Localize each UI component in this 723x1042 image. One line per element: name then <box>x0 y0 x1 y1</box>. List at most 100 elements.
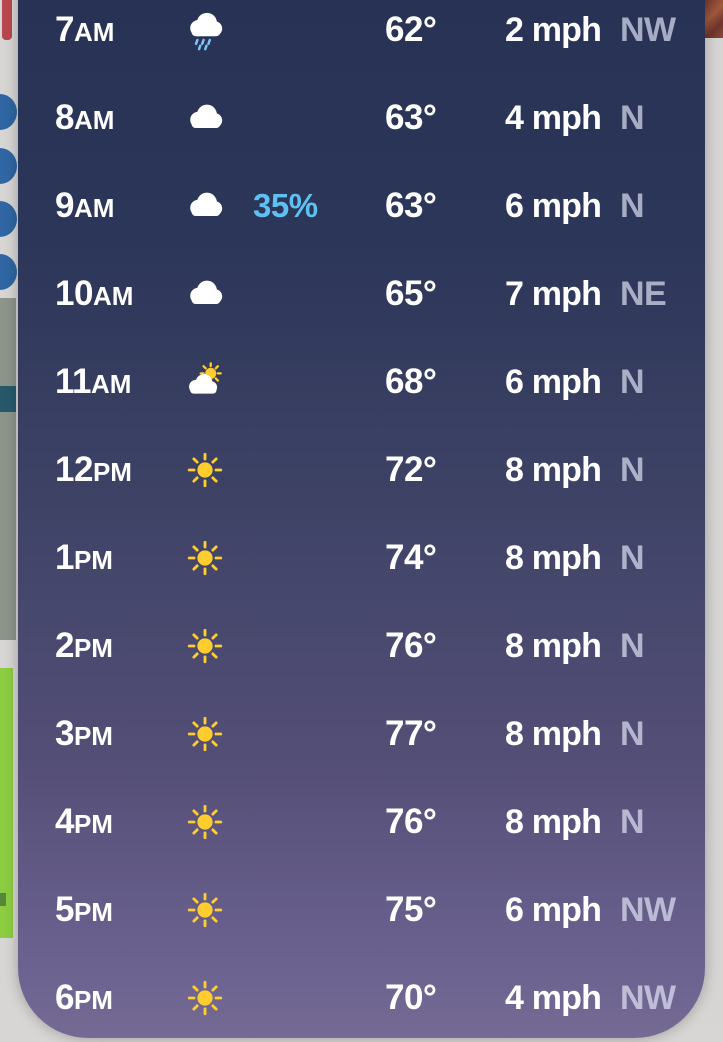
time-hour: 1 <box>55 538 74 577</box>
background-teal-segment <box>0 386 16 412</box>
time-hour: 7 <box>55 10 74 49</box>
wind-direction: NE <box>620 274 667 313</box>
background-red-bar <box>2 0 12 40</box>
hour-row: 3PM 77° 8 mph N <box>18 690 705 778</box>
time-period: PM <box>73 721 113 751</box>
wind-speed: 8 mph <box>505 714 602 753</box>
time-hour: 8 <box>55 98 74 137</box>
temperature: 76° <box>385 626 437 665</box>
sun-behind-cloud-icon <box>177 361 233 403</box>
hour-row: 7AM 62° 2 mph NW <box>18 0 705 74</box>
time-period: PM <box>73 545 113 575</box>
wind-direction: N <box>620 450 645 489</box>
hourly-forecast-sheet[interactable]: 7AM 62° 2 mph NW 8AM 63° 4 mph N 9AM 35% 63° 6 mph N… <box>18 0 705 1038</box>
time-period: AM <box>73 193 115 223</box>
hour-row: 9AM 35% 63° 6 mph N <box>18 162 705 250</box>
background-blue-circle <box>0 254 17 290</box>
temperature: 70° <box>385 978 437 1017</box>
wind-speed: 2 mph <box>505 10 602 49</box>
time-hour: 2 <box>55 626 74 665</box>
sun-icon <box>177 977 233 1019</box>
hour-row: 1PM 74° 8 mph N <box>18 514 705 602</box>
time-label: 11AM <box>55 362 177 402</box>
wind-direction: N <box>620 802 645 841</box>
cloud-icon <box>177 97 233 139</box>
background-photo-fragment <box>705 0 723 38</box>
temperature: 62° <box>385 10 437 49</box>
hourly-rows-list[interactable]: 7AM 62° 2 mph NW 8AM 63° 4 mph N 9AM 35% 63° 6 mph N… <box>18 0 705 1038</box>
time-hour: 11 <box>55 362 92 401</box>
cloud-icon <box>177 185 233 227</box>
cloud-icon <box>177 273 233 315</box>
time-hour: 5 <box>55 890 74 929</box>
hour-row: 11AM 68° 6 mph N <box>18 338 705 426</box>
wind-direction: N <box>620 626 645 665</box>
wind-speed: 8 mph <box>505 450 602 489</box>
time-period: AM <box>92 281 134 311</box>
time-period: PM <box>73 897 113 927</box>
sun-icon <box>177 713 233 755</box>
time-period: AM <box>73 105 115 135</box>
temperature: 75° <box>385 890 437 929</box>
wind-speed: 4 mph <box>505 978 602 1017</box>
wind-speed: 7 mph <box>505 274 602 313</box>
background-blue-circle <box>0 201 17 237</box>
time-label: 7AM <box>55 10 177 50</box>
cloud-drizzle-icon <box>177 9 233 51</box>
wind-direction: NW <box>620 978 676 1017</box>
wind-speed: 6 mph <box>505 890 602 929</box>
background-app-left-strip <box>0 0 18 1024</box>
background-green-bar <box>0 668 13 938</box>
time-label: 2PM <box>55 626 177 666</box>
time-hour: 9 <box>55 186 74 225</box>
time-label: 6PM <box>55 978 177 1018</box>
temperature: 63° <box>385 186 437 225</box>
background-green-notch <box>0 893 6 906</box>
temperature: 74° <box>385 538 437 577</box>
sun-icon <box>177 537 233 579</box>
time-label: 9AM <box>55 186 177 226</box>
wind-speed: 8 mph <box>505 626 602 665</box>
time-hour: 3 <box>55 714 74 753</box>
time-hour: 10 <box>55 274 93 313</box>
wind-direction: NW <box>620 890 676 929</box>
time-period: AM <box>73 17 115 47</box>
wind-speed: 6 mph <box>505 186 602 225</box>
background-blue-circle <box>0 148 17 184</box>
sun-icon <box>177 801 233 843</box>
temperature: 77° <box>385 714 437 753</box>
background-app-right-strip <box>705 0 723 1024</box>
precip-chance: 35% <box>253 187 318 224</box>
wind-direction: N <box>620 714 645 753</box>
time-label: 1PM <box>55 538 177 578</box>
temperature: 76° <box>385 802 437 841</box>
wind-direction: NW <box>620 10 676 49</box>
wind-direction: N <box>620 186 645 225</box>
background-sage-bar <box>0 298 16 640</box>
time-period: PM <box>73 809 113 839</box>
time-label: 12PM <box>55 450 177 490</box>
hour-row: 4PM 76° 8 mph N <box>18 778 705 866</box>
temperature: 72° <box>385 450 437 489</box>
time-label: 10AM <box>55 274 177 314</box>
temperature: 68° <box>385 362 437 401</box>
time-hour: 4 <box>55 802 74 841</box>
time-label: 5PM <box>55 890 177 930</box>
hour-row: 5PM 75° 6 mph NW <box>18 866 705 954</box>
wind-direction: N <box>620 98 645 137</box>
hour-row: 10AM 65° 7 mph NE <box>18 250 705 338</box>
hour-row: 2PM 76° 8 mph N <box>18 602 705 690</box>
background-blue-circle <box>0 94 17 130</box>
wind-speed: 8 mph <box>505 538 602 577</box>
time-period: AM <box>91 369 132 399</box>
hour-row: 8AM 63° 4 mph N <box>18 74 705 162</box>
hour-row: 12PM 72° 8 mph N <box>18 426 705 514</box>
wind-speed: 6 mph <box>505 362 602 401</box>
temperature: 65° <box>385 274 437 313</box>
time-hour: 6 <box>55 978 74 1017</box>
temperature: 63° <box>385 98 437 137</box>
time-period: PM <box>92 457 132 487</box>
time-period: PM <box>73 633 113 663</box>
time-label: 8AM <box>55 98 177 138</box>
time-hour: 12 <box>55 450 93 489</box>
